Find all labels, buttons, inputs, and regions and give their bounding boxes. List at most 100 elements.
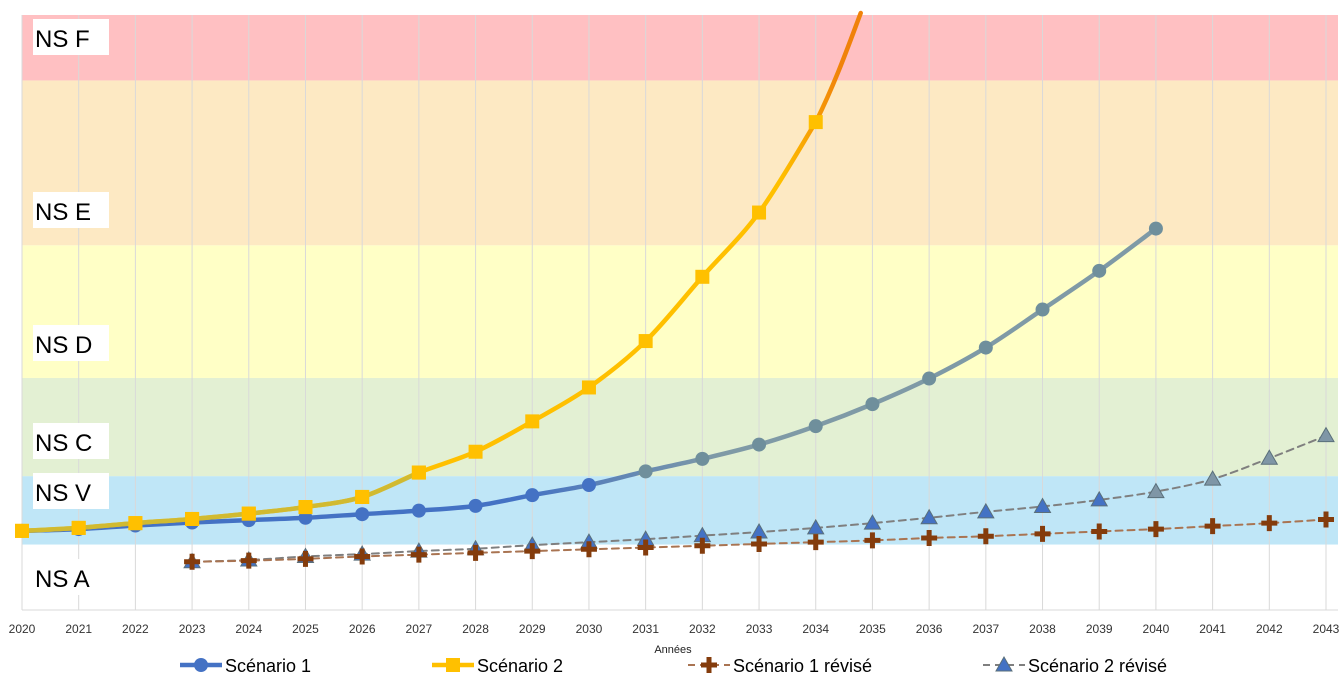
scenario-2-revise-point-2036	[920, 508, 938, 525]
scenario-1-point-2028	[468, 498, 483, 513]
legend-item-2: Scénario 2	[432, 656, 563, 675]
scenario-1-revise-series	[184, 511, 1334, 570]
scenario-2-revise-point-2039	[1090, 490, 1109, 507]
x-tick-2028: 2028	[462, 622, 489, 636]
scenario-1-point-2025	[298, 510, 313, 525]
scenario-1-revise-point-2026	[354, 548, 371, 565]
band-5	[22, 15, 1338, 81]
scenario-2-point-2028	[468, 444, 483, 459]
scenario-2-revise-point-2035	[863, 514, 882, 530]
band-label-2: NS C	[35, 430, 92, 457]
x-tick-2040: 2040	[1143, 622, 1170, 636]
x-tick-2029: 2029	[519, 622, 546, 636]
legend-label-3: Scénario 1 révisé	[733, 656, 872, 675]
scenario-2-revise-point-2041	[1203, 470, 1222, 486]
band-1	[22, 476, 1338, 545]
scenario-2-point-2029	[525, 414, 540, 429]
x-tick-2042: 2042	[1256, 622, 1283, 636]
x-tick-2037: 2037	[972, 622, 999, 636]
band-label-0: NS A	[35, 566, 90, 593]
x-tick-2035: 2035	[859, 622, 886, 636]
scenario-1-revise-point-2028	[467, 544, 484, 561]
scenario-1-point-2036	[922, 371, 937, 386]
band-0	[22, 544, 1338, 610]
scenario-1-revise-point-2024	[240, 552, 257, 569]
x-axis-title: Années	[654, 644, 692, 656]
scenario-1-revise-point-2033	[751, 535, 768, 552]
scenario-1-revise-point-2023	[184, 553, 201, 570]
legend-label-4: Scénario 2 révisé	[1028, 656, 1167, 675]
scenario-1-point-2026	[355, 507, 370, 522]
scenario-1-revise-point-2038	[1034, 525, 1051, 542]
scenario-2-early-point-2025	[298, 500, 313, 515]
scenario-1-point-2038	[1035, 302, 1050, 317]
x-tick-2034: 2034	[802, 622, 829, 636]
x-tick-2027: 2027	[406, 622, 433, 636]
scenario-2-revise-point-2034	[806, 518, 825, 535]
band-label-3: NS D	[35, 332, 92, 359]
scenario-1-point-2032	[695, 451, 710, 466]
legend: Scénario 1 Scénario 2 Scénario 1 révisé Scé…	[180, 655, 1167, 675]
scenario-2-early-point-2022	[128, 516, 143, 531]
scenario-1-revise-point-2034	[807, 534, 824, 551]
band-label-4: NS E	[35, 199, 91, 226]
band-label-bg-0	[33, 559, 109, 595]
scenario-2-point-2031	[638, 334, 653, 349]
scenario-2-point-2033	[752, 205, 767, 220]
legend-item-1: Scénario 1	[180, 656, 311, 675]
scenario-1-revise-point-2027	[410, 546, 427, 563]
scenario-2-early-point-2026	[355, 489, 370, 504]
band-label-bg-2	[33, 423, 109, 459]
legend-marker-3	[701, 657, 717, 673]
band-label-bg-1	[33, 473, 109, 509]
x-tick-2030: 2030	[576, 622, 603, 636]
scenario-2-early-point-2024	[241, 506, 256, 521]
scenario-2-point-2034	[808, 115, 823, 130]
scenario-1-point-2031	[638, 464, 653, 479]
scenario-1-revise-point-2031	[637, 539, 654, 556]
band-label-5: NS F	[35, 26, 90, 53]
scenario-1-point-2035	[865, 397, 880, 412]
x-tick-2039: 2039	[1086, 622, 1113, 636]
legend-marker-2	[446, 658, 460, 672]
scenario-2-early-point-2023	[185, 511, 200, 526]
x-tick-2032: 2032	[689, 622, 716, 636]
x-tick-2043: 2043	[1313, 622, 1340, 636]
x-tick-2024: 2024	[235, 622, 262, 636]
scenario-1-point-2034	[808, 419, 823, 434]
scenario-1-revise-point-2043	[1318, 511, 1334, 528]
x-axis-ticks: 2020 2021 2022 2023 2024 2025 2026 2027 2028 2029…	[9, 622, 1340, 636]
band-4	[22, 80, 1338, 246]
band-2	[22, 377, 1338, 477]
scenario-1-point-2030	[581, 478, 596, 493]
x-tick-2025: 2025	[292, 622, 319, 636]
band-label-bg-3	[33, 325, 109, 361]
legend-item-4: Scénario 2 révisé	[983, 655, 1167, 675]
x-tick-2021: 2021	[65, 622, 92, 636]
scenario-2-early-point-2020	[15, 523, 29, 538]
scenario-1-point-2040	[1148, 221, 1163, 236]
legend-marker-1	[194, 658, 208, 672]
band-label-bg-5	[33, 19, 109, 55]
x-tick-2031: 2031	[632, 622, 659, 636]
level-bands	[22, 15, 1338, 610]
scenario-1-point-2039	[1092, 263, 1107, 278]
scenario-1-revise-point-2040	[1147, 521, 1164, 538]
scenario-2-early-point-2027	[411, 465, 426, 480]
scenario-1-revise-point-2030	[580, 541, 597, 558]
band-3	[22, 245, 1338, 378]
scenario-2-revise-point-2040	[1147, 482, 1165, 499]
legend-label-1: Scénario 1	[225, 656, 311, 675]
scenario-2-revise-point-2037	[976, 502, 995, 519]
scenario-1-series	[15, 221, 1163, 538]
scenario-1-revise-point-2032	[694, 537, 711, 554]
band-label-1: NS V	[35, 480, 91, 507]
x-tick-2038: 2038	[1029, 622, 1056, 636]
band-labels: NS A NS V NS C NS D NS E NS F	[33, 19, 109, 595]
scenario-1-revise-point-2037	[977, 528, 994, 545]
scenario-1-revise-point-2039	[1091, 523, 1108, 540]
scenario-1-point-2027	[411, 503, 426, 518]
scenario-1-revise-point-2041	[1204, 518, 1221, 535]
scenario-1-revise-point-2029	[524, 543, 541, 560]
